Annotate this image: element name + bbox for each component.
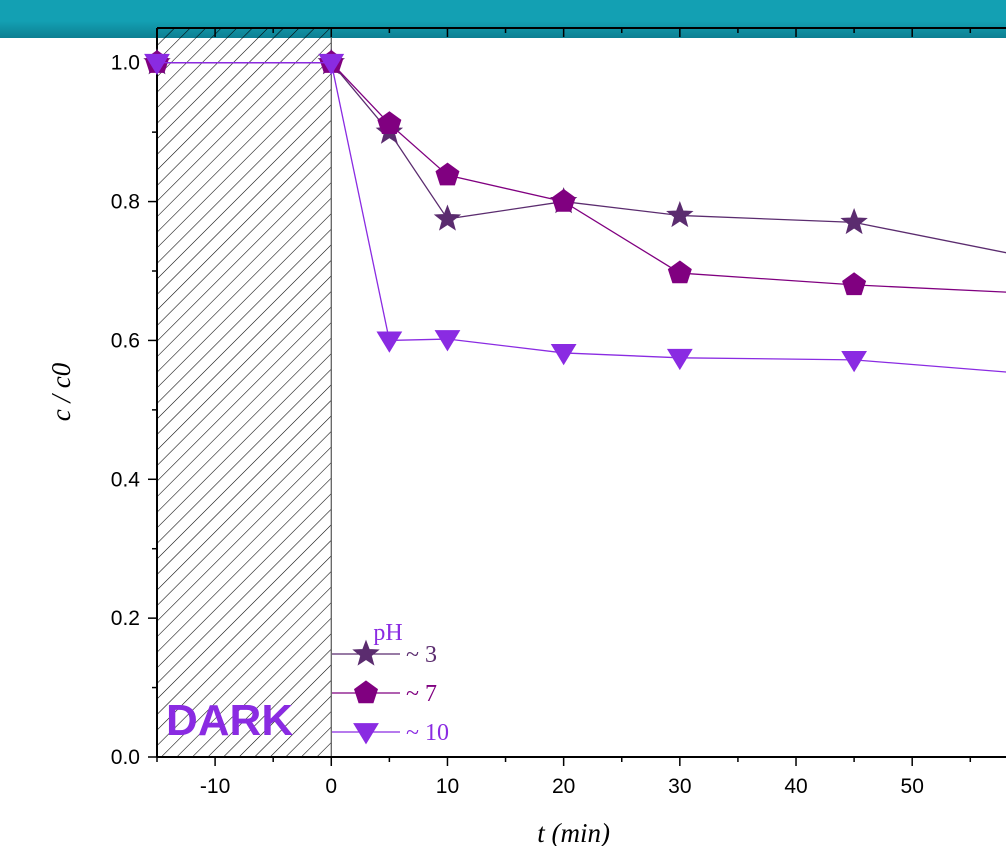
legend-label: ~ 10 [406,720,449,746]
legend-marker [353,723,379,745]
data-point [435,162,460,186]
y-tick-label: 0.0 [111,746,140,769]
data-point [550,344,577,366]
series-line [157,62,1006,293]
x-tick-label: 40 [784,775,807,798]
legend-marker [354,680,378,704]
dark-label: DARK [166,696,293,745]
x-tick-label: 20 [552,775,575,798]
dark-region: DARK [157,28,332,757]
series-layer [143,48,1006,373]
x-tick-label: -10 [200,775,230,798]
series-triangle-down [144,53,1006,373]
data-point [376,331,403,353]
series-pentagon [145,50,1006,296]
data-point [144,53,170,76]
series-line [157,62,1006,254]
y-axis-label: c / c0 [46,362,76,421]
series-line [157,62,1006,373]
legend-label: ~ 3 [406,642,437,668]
x-tick-label: 30 [668,775,691,798]
data-point [433,204,462,231]
x-tick-label: 10 [436,775,459,798]
data-point [841,350,867,373]
y-tick-label: 0.4 [111,468,141,491]
data-point [667,260,692,284]
data-point [840,207,868,235]
data-point [666,348,693,371]
data-point [551,188,576,212]
legend: pH~ 3 ~ 7 ~ 10 [332,620,449,746]
x-tick-label: 0 [325,775,337,798]
dark-hatch [157,28,332,757]
y-tick-label: 0.2 [111,607,140,630]
x-tick-label: 50 [901,775,924,798]
axes: -1001020304050600.00.20.40.60.81.0 [111,27,1006,798]
x-axis-label: t (min) [537,818,610,846]
y-tick-label: 0.8 [111,191,140,214]
legend-title: pH [373,620,402,646]
legend-marker [352,639,380,666]
data-point [842,272,867,296]
data-point [666,201,694,228]
y-tick-label: 0.6 [111,329,140,352]
legend-label: ~ 7 [406,681,437,707]
chart-background [0,38,1006,846]
data-point [434,330,461,352]
y-tick-label: 1.0 [111,52,140,75]
data-point [377,111,402,135]
data-point [318,53,345,76]
